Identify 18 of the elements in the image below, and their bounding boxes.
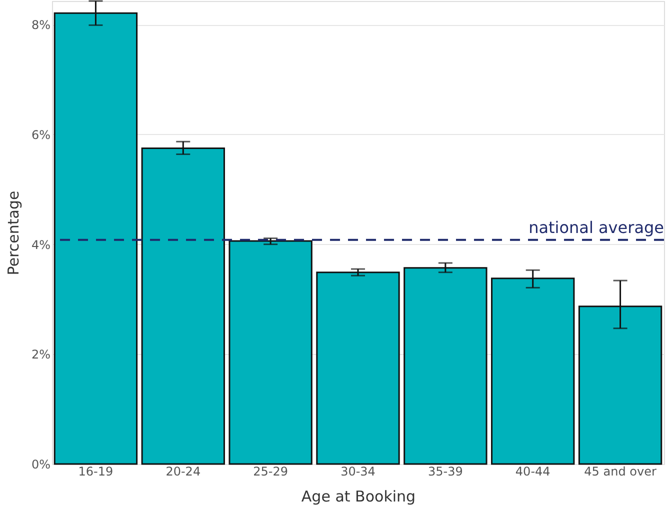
- x-tick-label: 45 and over: [584, 464, 656, 478]
- y-axis-title: Percentage: [4, 190, 22, 276]
- y-tick-label: 6%: [31, 128, 50, 142]
- bar: [316, 272, 400, 465]
- ref-line-label: national average: [528, 218, 664, 237]
- y-tick-label: 2%: [31, 348, 50, 362]
- y-tick-label: 0%: [31, 458, 50, 472]
- bar: [404, 267, 488, 465]
- x-tick-label: 20-24: [166, 464, 201, 478]
- y-tick-label: 8%: [31, 18, 50, 32]
- x-axis-title: Age at Booking: [301, 488, 416, 506]
- x-tick-label: 16-19: [78, 464, 114, 478]
- y-tick-label: 4%: [31, 238, 50, 252]
- bar: [228, 240, 312, 465]
- x-tick-label: 35-39: [428, 464, 463, 478]
- x-tick-label: 30-34: [340, 464, 376, 478]
- x-tick-label: 40-44: [515, 464, 550, 478]
- x-tick-label: 25-29: [253, 464, 288, 478]
